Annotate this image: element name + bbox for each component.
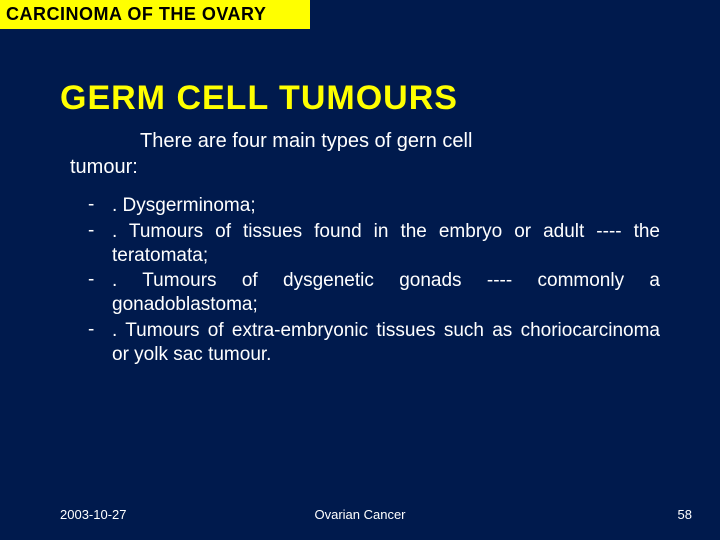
footer-date: 2003-10-27 (60, 507, 127, 522)
bullet-dash: - (88, 220, 112, 242)
list-item: - . Tumours of tissues found in the embr… (88, 220, 660, 268)
slide-content: GERM CELL TUMOURS There are four main ty… (0, 29, 720, 366)
footer-page-number: 58 (678, 507, 692, 522)
footer-center: Ovarian Cancer (314, 507, 405, 522)
bullet-text: . Tumours of dysgenetic gonads ---- comm… (112, 269, 660, 317)
slide-subtitle: There are four main types of gern cell t… (70, 128, 660, 180)
subtitle-line2: tumour: (70, 156, 138, 178)
slide-footer: 2003-10-27 Ovarian Cancer 58 (0, 507, 720, 522)
slide-header: CARCINOMA OF THE OVARY (0, 0, 310, 29)
list-item: - . Tumours of extra-embryonic tissues s… (88, 319, 660, 367)
bullet-text: . Tumours of tissues found in the embryo… (112, 220, 660, 268)
list-item: - . Tumours of dysgenetic gonads ---- co… (88, 269, 660, 317)
subtitle-line1: There are four main types of gern cell (140, 130, 472, 152)
bullet-list: - . Dysgerminoma; - . Tumours of tissues… (60, 194, 660, 366)
list-item: - . Dysgerminoma; (88, 194, 660, 218)
bullet-dash: - (88, 269, 112, 291)
bullet-dash: - (88, 319, 112, 341)
slide-title: GERM CELL TUMOURS (60, 79, 660, 118)
bullet-text: . Tumours of extra-embryonic tissues suc… (112, 319, 660, 367)
bullet-text: . Dysgerminoma; (112, 194, 660, 218)
bullet-dash: - (88, 194, 112, 216)
